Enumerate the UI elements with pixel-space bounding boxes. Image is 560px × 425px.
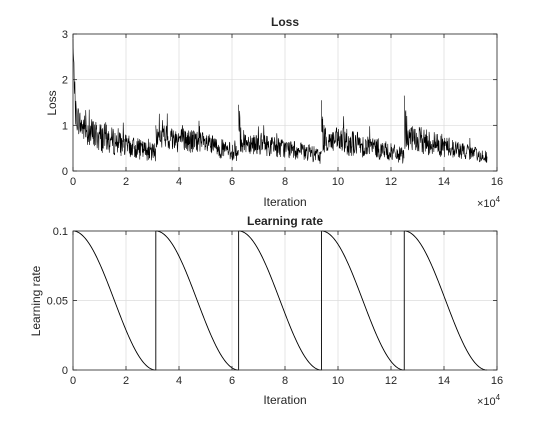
lr-line-cycle-2	[155, 230, 240, 371]
y-tick-label: 0	[62, 166, 68, 178]
x-tick-label: 10	[332, 176, 344, 188]
x-tick-label: 16	[491, 375, 503, 387]
lr-x-multiplier: ×104	[477, 393, 501, 408]
x-tick-label: 16	[491, 176, 503, 188]
y-tick-label: 1	[62, 120, 68, 132]
x-tick-label: 2	[123, 375, 129, 387]
y-tick-label: 0.1	[53, 226, 68, 238]
lr-xlabel: Iteration	[263, 393, 306, 407]
loss-line-cycle-2	[155, 113, 239, 162]
x-tick-label: 8	[282, 375, 288, 387]
loss-line-cycle-5	[403, 95, 488, 163]
x-tick-label: 6	[229, 375, 235, 387]
loss-x-multiplier: ×104	[477, 195, 501, 210]
loss-x-multiplier-exp: 4	[496, 195, 501, 204]
loss-ylabel: Loss	[45, 90, 59, 115]
x-tick-label: 6	[229, 176, 235, 188]
y-tick-label: 0	[62, 365, 68, 377]
lr-line-cycle-5	[404, 230, 488, 371]
x-tick-label: 14	[438, 375, 450, 387]
learning-rate-axes: 0 2 4 6 8 10 12 14 16 0 0.05 0.1 Learning rate Iter…	[29, 214, 503, 408]
x-tick-label: 12	[385, 176, 397, 188]
x-tick-label: 12	[385, 375, 397, 387]
x-tick-label: 8	[282, 176, 288, 188]
x-tick-label: 14	[438, 176, 450, 188]
lr-line-cycle-3	[238, 230, 322, 371]
x-tick-label: 4	[176, 375, 182, 387]
x-tick-label: 0	[70, 375, 76, 387]
lr-line-cycle-1	[72, 230, 157, 371]
lr-line-cycle-4	[321, 230, 405, 371]
loss-line-cycle-1	[72, 38, 156, 162]
lr-x-multiplier-base: ×10	[477, 396, 496, 408]
y-tick-label: 3	[62, 29, 68, 41]
y-tick-label: 0.05	[47, 296, 68, 308]
x-tick-label: 10	[332, 375, 344, 387]
lr-ylabel: Learning rate	[29, 265, 43, 336]
loss-line-cycle-3	[238, 104, 322, 164]
lr-x-multiplier-exp: 4	[496, 393, 501, 402]
lr-title: Learning rate	[247, 214, 323, 228]
loss-x-multiplier-base: ×10	[477, 198, 496, 210]
x-tick-label: 0	[70, 176, 76, 188]
y-tick-label: 2	[62, 75, 68, 87]
x-tick-label: 4	[176, 176, 182, 188]
loss-line-cycle-4	[321, 100, 405, 164]
x-tick-label: 2	[123, 176, 129, 188]
loss-title: Loss	[271, 15, 299, 29]
loss-xlabel: Iteration	[263, 195, 306, 209]
